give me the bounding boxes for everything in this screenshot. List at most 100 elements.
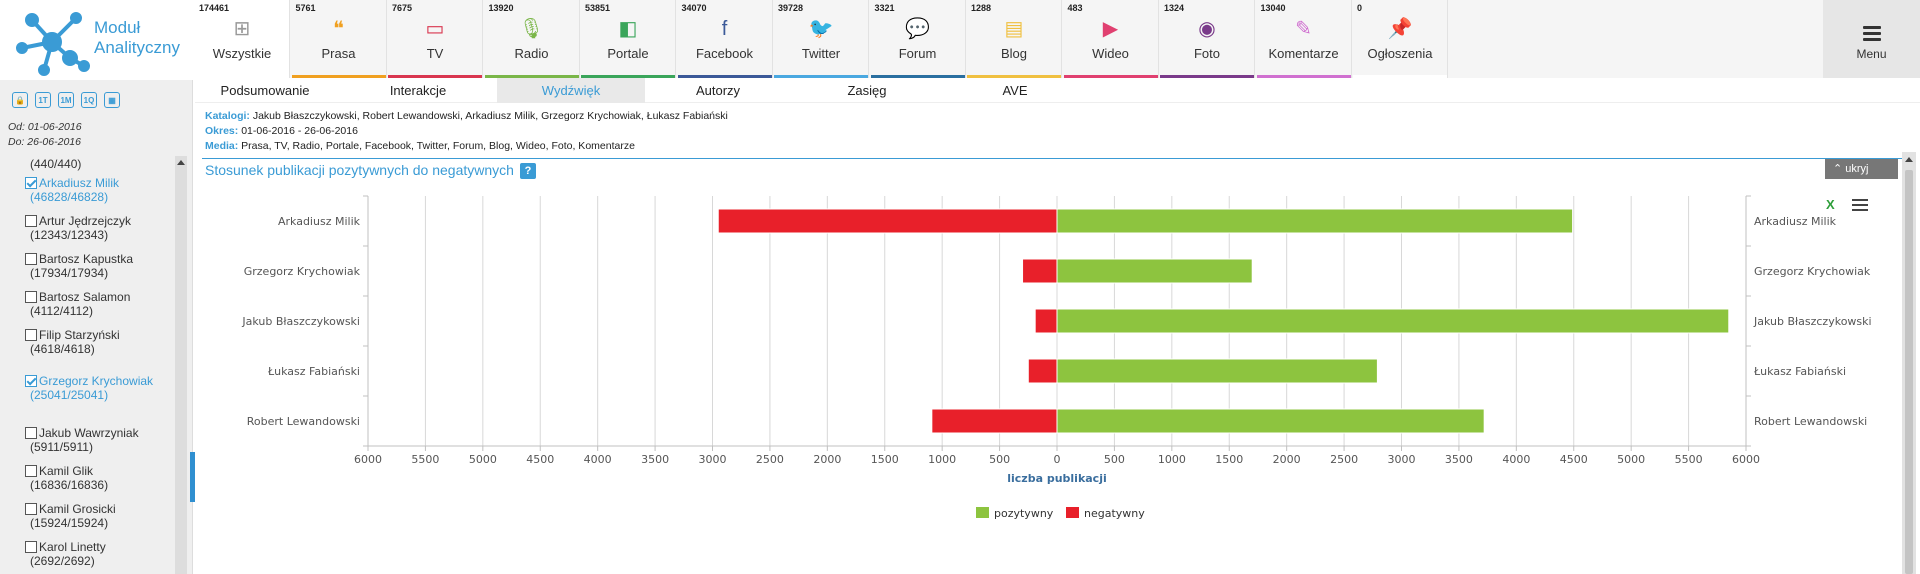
catalog-item[interactable]: Bartosz Salamon (4112/4112): [25, 290, 170, 318]
media-tab-tv[interactable]: 7675 ▭ TV: [388, 0, 483, 78]
bar-negatywny[interactable]: [1022, 258, 1058, 284]
bar-pozytywny[interactable]: [1056, 308, 1730, 334]
subtab[interactable]: AVE: [1002, 83, 1028, 98]
sidebar: Moduł Analityczny 🔒 1T 1M 1Q ▦ Od: 01-06…: [0, 0, 195, 574]
media-tab-wszystkie[interactable]: 174461 ⊞ Wszystkie: [195, 0, 290, 78]
media-tab-blog[interactable]: 1288 ▤ Blog: [967, 0, 1062, 78]
media-label: Prasa: [321, 46, 356, 61]
bar-negatywny[interactable]: [717, 208, 1058, 234]
checkbox[interactable]: [25, 329, 37, 341]
media-tab-prasa[interactable]: 5761 ❝ Prasa: [291, 0, 387, 78]
subtab[interactable]: Interakcje: [389, 83, 447, 98]
scroll-thumb[interactable]: [1905, 170, 1913, 574]
catalog-item[interactable]: Kamil Glik (16836/16836): [25, 464, 170, 492]
checkbox[interactable]: [25, 215, 37, 227]
media-tab-komentarze[interactable]: 13040 ✎ Komentarze: [1256, 0, 1352, 78]
legend-swatch[interactable]: [976, 507, 989, 518]
subtab[interactable]: Podsumowanie: [220, 83, 310, 98]
media-tab-forum[interactable]: 3321 💬 Forum: [870, 0, 966, 78]
bar-pozytywny[interactable]: [1056, 208, 1574, 234]
help-icon[interactable]: ?: [519, 163, 536, 179]
media-color-bar: [388, 75, 482, 78]
media-label: Foto: [1193, 46, 1220, 61]
checkbox[interactable]: [25, 291, 37, 303]
checkbox[interactable]: [25, 541, 37, 553]
pencil-icon: ✎: [1295, 18, 1312, 40]
checkbox[interactable]: [25, 375, 37, 387]
media-tab-ogłoszenia[interactable]: 0 📌 Ogłoszenia: [1353, 0, 1448, 78]
catalog-item[interactable]: Jakub Wawrzyniak (5911/5911): [25, 426, 170, 454]
media-tab-facebook[interactable]: 34070 f Facebook: [677, 0, 773, 78]
media-label: Wszystkie: [212, 46, 272, 61]
x-axis-title: liczba publikacji: [1007, 472, 1107, 485]
media-tab-radio[interactable]: 13920 🎙 Radio: [484, 0, 580, 78]
1Q-icon[interactable]: 1Q: [81, 92, 97, 108]
bar-pozytywny[interactable]: [1056, 408, 1485, 434]
category-label-right: Robert Lewandowski: [1754, 415, 1867, 428]
media-color-bar: [581, 75, 675, 78]
media-tab-portale[interactable]: 53851 ◧ Portale: [581, 0, 676, 78]
scroll-up-icon[interactable]: [177, 160, 185, 165]
media-color-bar: [1256, 75, 1351, 78]
catalog-item[interactable]: Grzegorz Krychowiak (25041/25041): [25, 374, 170, 402]
subtab[interactable]: Wydźwięk: [497, 78, 645, 103]
logo[interactable]: Moduł Analityczny: [0, 0, 193, 80]
bar-negatywny[interactable]: [1034, 308, 1058, 334]
legend-label[interactable]: pozytywny: [994, 507, 1054, 520]
hide-button[interactable]: ⌃ ukryj: [1825, 159, 1898, 179]
subtab[interactable]: Zasięg: [847, 83, 887, 98]
media-tabs: Menu 174461 ⊞ Wszystkie 5761 ❝ Prasa 7675 ▭ TV 13…: [195, 0, 1920, 78]
catalog-item[interactable]: Karol Linetty (2692/2692): [25, 540, 170, 568]
excel-export-icon[interactable]: X: [1826, 197, 1835, 212]
checkbox[interactable]: [25, 465, 37, 477]
media-tab-twitter[interactable]: 39728 🐦 Twitter: [774, 0, 869, 78]
x-tick-label: 5500: [1675, 453, 1703, 466]
sidebar-scrollbar[interactable]: [175, 156, 187, 574]
catalog-item[interactable]: Arkadiusz Milik (46828/46828): [25, 176, 170, 204]
date-from: Od: 01-06-2016: [8, 121, 82, 133]
subtab[interactable]: Autorzy: [695, 83, 741, 98]
catalog-item-name: Kamil Glik: [39, 464, 94, 478]
checkbox[interactable]: [25, 253, 37, 265]
media-label: Wideo: [1092, 46, 1129, 61]
bar-pozytywny[interactable]: [1056, 258, 1253, 284]
lock-icon[interactable]: 🔒: [12, 92, 28, 108]
bar-negatywny[interactable]: [931, 408, 1058, 434]
x-tick-label: 5000: [1617, 453, 1645, 466]
catalog-item[interactable]: Bartosz Kapustka (17934/17934): [25, 252, 170, 280]
media-count: 483: [1067, 3, 1083, 13]
checkbox[interactable]: [25, 503, 37, 515]
1T-icon[interactable]: 1T: [35, 92, 51, 108]
legend-swatch[interactable]: [1066, 507, 1079, 518]
calendar-icon[interactable]: ▦: [104, 92, 120, 108]
catalog-item[interactable]: Filip Starzyński (4618/4618): [25, 328, 170, 356]
catalog-item[interactable]: Artur Jędrzejczyk (12343/12343): [25, 214, 170, 242]
main-scrollbar[interactable]: [1902, 152, 1916, 574]
media-tab-wideo[interactable]: 483 ▶ Wideo: [1063, 0, 1159, 78]
checkbox[interactable]: [25, 427, 37, 439]
media-label: Ogłoszenia: [1367, 46, 1433, 61]
catalog-item-name: Filip Starzyński: [39, 328, 120, 342]
legend-label[interactable]: negatywny: [1084, 507, 1145, 520]
checkbox[interactable]: [25, 177, 37, 189]
menu-button[interactable]: Menu: [1823, 0, 1920, 78]
play-icon: ▶: [1102, 18, 1119, 40]
scroll-up-icon[interactable]: [1905, 157, 1913, 162]
bar-negatywny[interactable]: [1027, 358, 1058, 384]
1M-icon[interactable]: 1M: [58, 92, 74, 108]
media-count: 53851: [585, 3, 611, 13]
catalog-item-count: (46828/46828): [30, 190, 109, 204]
grid-icon: ⊞: [233, 18, 251, 40]
sidebar-toggle-handle[interactable]: [190, 452, 195, 502]
catalog-item[interactable]: Kamil Grosicki (15924/15924): [25, 502, 170, 530]
media-color-bar: [1160, 75, 1254, 78]
date-to: Do: 26-06-2016: [8, 136, 81, 148]
catalog-item-name: Arkadiusz Milik: [39, 176, 120, 190]
media-color-bar: [870, 75, 965, 78]
media-tab-foto[interactable]: 1324 ◉ Foto: [1160, 0, 1255, 78]
chart-menu-icon[interactable]: [1852, 199, 1868, 214]
tv-icon: ▭: [425, 18, 445, 40]
bar-pozytywny[interactable]: [1056, 358, 1378, 384]
logo-line1: Moduł: [94, 18, 141, 37]
